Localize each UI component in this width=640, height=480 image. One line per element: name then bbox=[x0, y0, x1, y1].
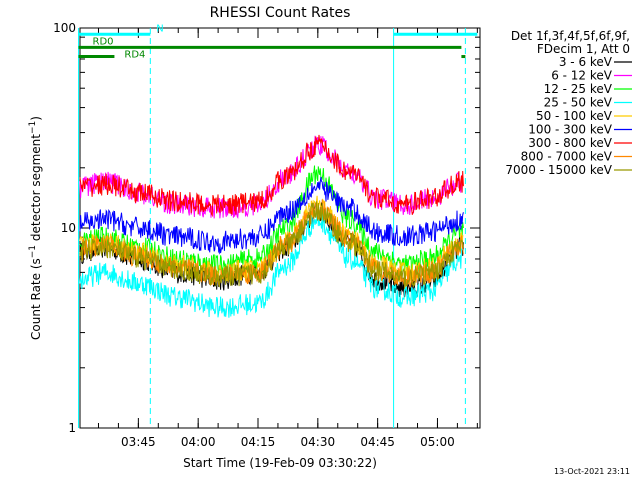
x-tick-label-0: 03:45 bbox=[121, 435, 156, 449]
y-axis-label-part2: detector segment bbox=[29, 134, 43, 245]
x-tick-label-3: 04:30 bbox=[301, 435, 336, 449]
legend-label-0: 3 - 6 keV bbox=[559, 55, 613, 69]
flag-label-n: N bbox=[156, 23, 163, 34]
y-axis-label-sup2: −1 bbox=[28, 121, 38, 134]
y-axis-title: Count Rate (s−1 detector segment−1) bbox=[28, 116, 43, 340]
svg-text:Count Rate (s−1 detector segme: Count Rate (s−1 detector segment−1) bbox=[28, 116, 43, 340]
legend-label-2: 12 - 25 keV bbox=[544, 82, 613, 96]
legend-label-4: 50 - 100 keV bbox=[536, 109, 613, 123]
y-tick-label-1: 10 bbox=[61, 221, 76, 235]
series-line-300-800kev bbox=[79, 134, 464, 218]
flag-label-rd0: RD0 bbox=[93, 36, 114, 47]
x-axis-title: Start Time (19-Feb-09 03:30:22) bbox=[183, 456, 377, 470]
y-axis-label-sup1: −1 bbox=[28, 245, 38, 258]
x-tick-label-2: 04:15 bbox=[241, 435, 276, 449]
y-axis-label-end: ) bbox=[29, 116, 43, 121]
legend-header-line2: FDecim 1, Att 0 bbox=[537, 42, 630, 56]
legend-header-line1: Det 1f,3f,4f,5f,6f,9f, bbox=[511, 29, 630, 43]
chart-title: RHESSI Count Rates bbox=[210, 5, 351, 21]
plot-area: 1 10 100 03:45 04:00 04:15 04:30 04:45 05:00 N RD0… bbox=[53, 21, 481, 449]
y-tick-label-0: 1 bbox=[68, 421, 76, 435]
legend-label-6: 300 - 800 keV bbox=[528, 136, 612, 150]
legend-label-3: 25 - 50 keV bbox=[544, 96, 613, 110]
series-line-25-50kev bbox=[79, 211, 464, 318]
x-tick-label-1: 04:00 bbox=[181, 435, 216, 449]
footer-date: 13-Oct-2021 23:11 bbox=[554, 467, 630, 476]
series-line-6-12kev bbox=[79, 135, 464, 219]
legend-label-8: 7000 - 15000 keV bbox=[505, 163, 612, 177]
y-axis-label-part1: Count Rate (s bbox=[29, 258, 43, 340]
x-tick-label-4: 04:45 bbox=[360, 435, 395, 449]
legend-label-5: 100 - 300 keV bbox=[528, 123, 612, 137]
legend-label-1: 6 - 12 keV bbox=[551, 69, 613, 83]
series-line-7000-15000kev bbox=[79, 201, 464, 289]
y-tick-label-2: 100 bbox=[53, 21, 76, 35]
flag-label-rd4: RD4 bbox=[124, 50, 145, 61]
legend-label-7: 800 - 7000 keV bbox=[521, 150, 613, 164]
x-tick-label-5: 05:00 bbox=[420, 435, 455, 449]
legend: Det 1f,3f,4f,5f,6f,9f, FDecim 1, Att 0 3… bbox=[505, 29, 632, 177]
series-line-100-300kev bbox=[79, 176, 464, 255]
